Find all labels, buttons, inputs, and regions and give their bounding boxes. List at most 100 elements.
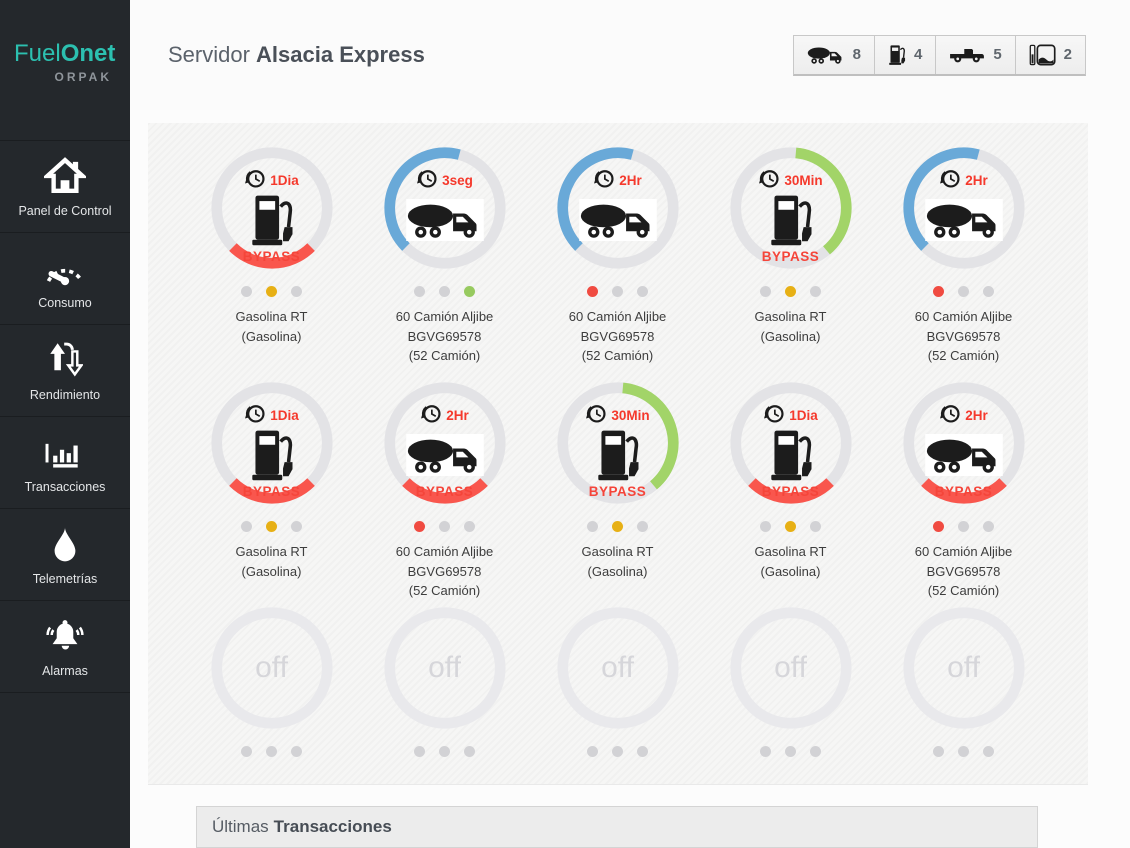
- gauge-cell[interactable]: 2Hr BYPASS 60 Camión Aljibe BGVG69578 (5…: [358, 380, 531, 605]
- sidebar-item-label: Consumo: [38, 296, 92, 310]
- status-dot-amber: [785, 521, 796, 532]
- status-dots: [933, 746, 994, 757]
- gauge-cell[interactable]: 1Dia BYPASS Gasolina RT (Gasolina): [704, 380, 877, 605]
- fuel-pump-icon: [768, 427, 814, 483]
- sidebar-item-alarmas[interactable]: Alarmas: [0, 601, 130, 693]
- status-dot-gray: [637, 746, 648, 757]
- timer-value: 2Hr: [965, 172, 988, 188]
- sidebar-item-label: Panel de Control: [18, 204, 112, 218]
- status-dots: [414, 286, 475, 297]
- brand-bold: Onet: [60, 40, 116, 67]
- gauges-panel: 1Dia BYPASS Gasolina RT (Gasolina) 3se: [148, 123, 1088, 785]
- status-dot-gray: [291, 746, 302, 757]
- title-prefix: Servidor: [168, 42, 250, 67]
- sidebar-item-telemetrias[interactable]: Telemetrías: [0, 509, 130, 601]
- timer-icon: [939, 167, 961, 194]
- tanker-truck-icon: [405, 427, 484, 483]
- status-dot-red: [414, 521, 425, 532]
- gauge-cell[interactable]: 30Min BYPASS Gasolina RT (Gasolina): [704, 145, 877, 380]
- status-dot-gray: [266, 746, 277, 757]
- gauge-ring: 1Dia BYPASS: [209, 145, 335, 271]
- status-dot-gray: [637, 286, 648, 297]
- gauge-ring: off: [728, 605, 854, 731]
- timer-value: 30Min: [611, 407, 650, 423]
- sidebar-item-transacciones[interactable]: Transacciones: [0, 417, 130, 509]
- last-transactions-header[interactable]: Últimas Transacciones: [196, 806, 1038, 848]
- fuel-pump-icon: [768, 192, 814, 248]
- gauge-cell[interactable]: 3seg 60 Camión Aljibe BGVG69578 (52 Cami…: [358, 145, 531, 380]
- gauge-cell[interactable]: off: [877, 605, 1050, 790]
- status-dot-amber: [612, 521, 623, 532]
- page-header: Servidor Alsacia Express 8 4 5 2: [130, 0, 1130, 110]
- gauge-cell[interactable]: 30Min BYPASS Gasolina RT (Gasolina): [531, 380, 704, 605]
- timer-icon: [244, 167, 266, 194]
- off-label: off: [428, 651, 461, 684]
- sidebar-item-consumo[interactable]: Consumo: [0, 233, 130, 325]
- counter-value: 5: [993, 46, 1002, 63]
- home-icon: [44, 155, 86, 195]
- bypass-label: BYPASS: [242, 484, 301, 499]
- gauge-cell[interactable]: off: [185, 605, 358, 790]
- counter-value: 4: [913, 46, 923, 63]
- status-dot-red: [587, 286, 598, 297]
- timer-icon: [758, 167, 780, 194]
- gauge-ring: 2Hr: [555, 145, 681, 271]
- tank-icon: [1029, 43, 1056, 67]
- counter-tanker-truck[interactable]: 8: [794, 36, 874, 74]
- timer-value: 2Hr: [619, 172, 642, 188]
- sidebar-item-panel-de-control[interactable]: Panel de Control: [0, 141, 130, 233]
- counter-tank[interactable]: 2: [1014, 35, 1085, 74]
- timer-icon: [763, 402, 785, 429]
- gauge-ring: 30Min BYPASS: [555, 380, 681, 506]
- gauge-cell[interactable]: 2Hr 60 Camión Aljibe BGVG69578 (52 Camió…: [531, 145, 704, 380]
- status-dots: [760, 521, 821, 532]
- sidebar-nav: Panel de Control Consumo Rendimiento Tra…: [0, 140, 130, 693]
- gauge-label: 60 Camión Aljibe BGVG69578 (52 Camión): [395, 544, 494, 598]
- gauge-label: Gasolina RT (Gasolina): [754, 544, 827, 579]
- status-dot-gray: [612, 286, 623, 297]
- timer-icon: [420, 402, 442, 429]
- gauge-cell[interactable]: 1Dia BYPASS Gasolina RT (Gasolina): [185, 145, 358, 380]
- off-label: off: [774, 651, 807, 684]
- timer-icon: [416, 167, 438, 194]
- gauge-cell[interactable]: off: [531, 605, 704, 790]
- off-label: off: [601, 651, 634, 684]
- sidebar-item-rendimiento[interactable]: Rendimiento: [0, 325, 130, 417]
- gauge-cell[interactable]: 2Hr 60 Camión Aljibe BGVG69578 (52 Camió…: [877, 145, 1050, 380]
- status-dot-gray: [983, 746, 994, 757]
- status-dot-gray: [958, 286, 969, 297]
- counter-fuel-pump[interactable]: 4: [873, 35, 935, 74]
- app-logo: FuelOnet ORPAK: [0, 0, 130, 140]
- bypass-label: BYPASS: [934, 484, 993, 499]
- status-dots: [414, 521, 475, 532]
- timer-icon: [939, 402, 961, 429]
- gauge-ring: 1Dia BYPASS: [728, 380, 854, 506]
- status-dot-gray: [983, 286, 994, 297]
- page-title: Servidor Alsacia Express: [168, 42, 425, 68]
- status-dot-amber: [266, 286, 277, 297]
- status-dots: [241, 521, 302, 532]
- timer-icon: [593, 167, 615, 194]
- gauge-ring: off: [209, 605, 335, 731]
- gauge-grid: 1Dia BYPASS Gasolina RT (Gasolina) 3se: [148, 123, 1088, 790]
- counter-pickup-truck[interactable]: 5: [935, 35, 1014, 74]
- gauge-cell[interactable]: 2Hr BYPASS 60 Camión Aljibe BGVG69578 (5…: [877, 380, 1050, 605]
- sidebar: FuelOnet ORPAK Panel de Control Consumo …: [0, 0, 130, 848]
- gauge-ring: 30Min BYPASS: [728, 145, 854, 271]
- off-label: off: [947, 651, 980, 684]
- timer-icon: [585, 402, 607, 429]
- status-dot-gray: [241, 521, 252, 532]
- gauge-cell[interactable]: off: [358, 605, 531, 790]
- gauge-cell[interactable]: 1Dia BYPASS Gasolina RT (Gasolina): [185, 380, 358, 605]
- bypass-label: BYPASS: [415, 484, 474, 499]
- company-logo: ORPAK: [54, 70, 112, 84]
- vehicle-counters: 8 4 5 2: [792, 34, 1086, 76]
- last-transactions-prefix: Últimas: [212, 817, 269, 836]
- gauge-cell[interactable]: off: [704, 605, 877, 790]
- gauge-label: Gasolina RT (Gasolina): [754, 309, 827, 344]
- status-dot-gray: [291, 521, 302, 532]
- counter-value: 8: [852, 46, 861, 63]
- timer-value: 2Hr: [446, 407, 469, 423]
- gauge-ring: 2Hr BYPASS: [382, 380, 508, 506]
